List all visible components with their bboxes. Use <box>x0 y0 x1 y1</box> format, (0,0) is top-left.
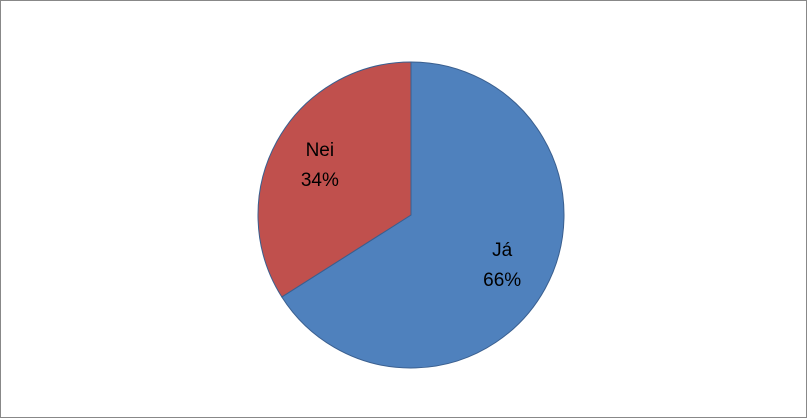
slice-category-label: Nei <box>306 140 335 161</box>
slice-category-label: Já <box>492 240 513 261</box>
slice-value-label: 66% <box>483 270 521 291</box>
pie-slice <box>257 61 412 298</box>
slice-value-label: 34% <box>301 170 339 191</box>
pie-slice <box>281 61 565 369</box>
